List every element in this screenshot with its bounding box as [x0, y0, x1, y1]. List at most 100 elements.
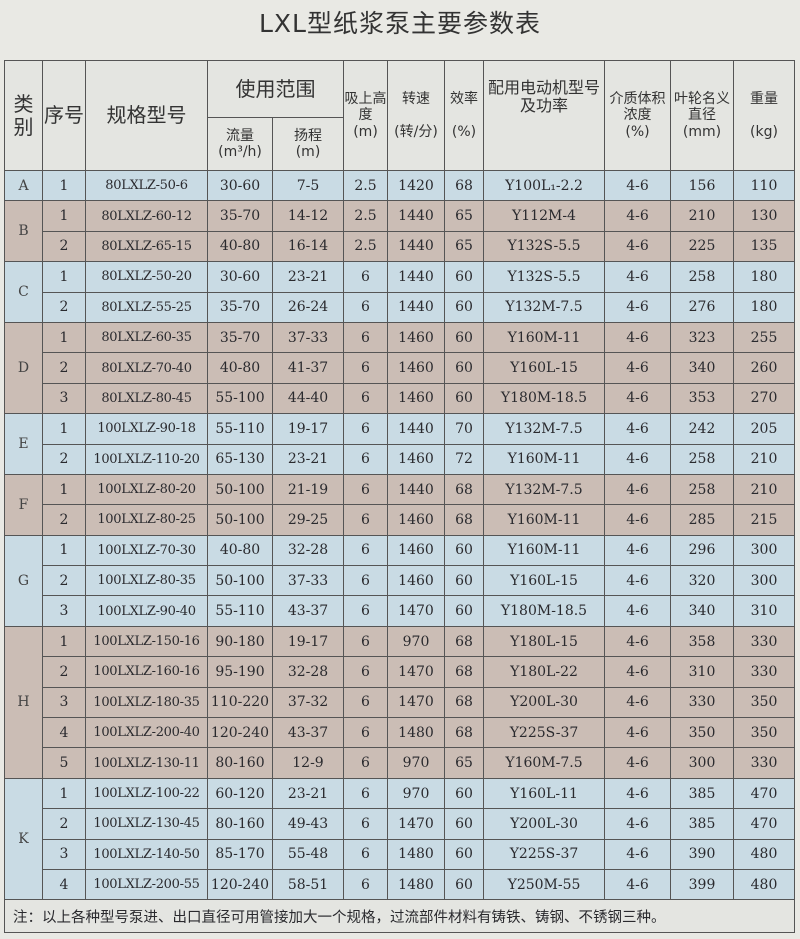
header-index: 序号 — [42, 60, 86, 171]
cell-flow: 95-190 — [207, 656, 273, 688]
cell-weight: 470 — [733, 777, 795, 810]
cell-impeller: 385 — [670, 777, 734, 810]
table-row: 2 80LXLZ-55-25 35-70 26-24 6 1440 60 Y132M-7.5 4… — [5, 291, 795, 323]
cell-suction: 6 — [343, 534, 388, 567]
cell-speed: 1460 — [387, 504, 445, 536]
cell-flow: 50-100 — [207, 473, 273, 506]
cell-index: 1 — [42, 169, 86, 202]
cell-concentration: 4-6 — [604, 565, 671, 597]
header-usage-range: 使用范围 — [207, 60, 344, 118]
cell-suction: 6 — [343, 504, 388, 536]
cell-speed: 1440 — [387, 261, 445, 293]
cell-weight: 470 — [733, 808, 795, 840]
header-weight: 重量 (kg) — [733, 60, 795, 171]
cell-flow: 55-100 — [207, 382, 273, 415]
cell-weight: 480 — [733, 868, 795, 901]
cell-concentration: 4-6 — [604, 625, 671, 658]
cell-model: 100LXLZ-90-18 — [85, 413, 208, 445]
cell-suction: 6 — [343, 868, 388, 901]
cell-weight: 300 — [733, 534, 795, 567]
cell-model: 80LXLZ-55-25 — [85, 291, 208, 323]
header-efficiency-unit: (%) — [451, 123, 477, 140]
cell-impeller: 353 — [670, 382, 734, 415]
cell-efficiency: 65 — [444, 230, 484, 263]
cell-weight: 255 — [733, 321, 795, 354]
cell-impeller: 296 — [670, 534, 734, 567]
table-row: 5 100LXLZ-130-11 80-160 12-9 6 970 65 Y160M-7.5… — [5, 747, 795, 779]
cell-weight: 260 — [733, 352, 795, 384]
cell-concentration: 4-6 — [604, 230, 671, 263]
cell-flow: 110-220 — [207, 686, 273, 719]
cell-suction: 2.5 — [343, 169, 388, 202]
cell-efficiency: 65 — [444, 200, 484, 232]
cell-flow: 55-110 — [207, 595, 273, 627]
cell-speed: 1460 — [387, 321, 445, 354]
cell-efficiency: 65 — [444, 747, 484, 779]
cell-category: B — [4, 200, 43, 263]
cell-efficiency: 60 — [444, 321, 484, 354]
cell-head: 19-17 — [272, 625, 344, 658]
cell-impeller: 225 — [670, 230, 734, 263]
cell-suction: 6 — [343, 625, 388, 658]
header-concentration-unit: (%) — [625, 123, 650, 140]
cell-suction: 6 — [343, 565, 388, 597]
cell-efficiency: 68 — [444, 717, 484, 749]
cell-model: 80LXLZ-50-20 — [85, 261, 208, 293]
cell-flow: 80-160 — [207, 747, 273, 779]
cell-head: 32-28 — [272, 534, 344, 567]
cell-flow: 40-80 — [207, 230, 273, 263]
cell-suction: 6 — [343, 838, 388, 870]
cell-index: 2 — [42, 291, 86, 323]
header-impeller: 叶轮名义直径 (mm) — [670, 60, 734, 171]
cell-impeller: 350 — [670, 717, 734, 749]
cell-motor: Y132M-7.5 — [483, 413, 605, 445]
cell-impeller: 310 — [670, 656, 734, 688]
table-row: 3 100LXLZ-180-35 110-220 37-32 6 1470 68 Y200L-… — [5, 686, 795, 719]
cell-weight: 130 — [733, 200, 795, 232]
cell-speed: 1470 — [387, 808, 445, 840]
header-head: 扬程 (m) — [272, 117, 344, 171]
cell-impeller: 258 — [670, 261, 734, 293]
table-row: H 1 100LXLZ-150-16 90-180 19-17 6 970 68 Y180L-1… — [4, 625, 795, 779]
header-weight-label: 重量 — [750, 91, 778, 108]
cell-suction: 6 — [343, 413, 388, 445]
cell-impeller: 258 — [670, 443, 734, 475]
cell-model: 80LXLZ-50-6 — [85, 169, 208, 202]
header-model: 规格型号 — [85, 60, 208, 171]
cell-concentration: 4-6 — [604, 352, 671, 384]
cell-efficiency: 60 — [444, 777, 484, 810]
cell-concentration: 4-6 — [604, 443, 671, 475]
cell-model: 80LXLZ-60-35 — [85, 321, 208, 354]
cell-head: 58-51 — [272, 868, 344, 901]
cell-index: 1 — [42, 261, 86, 293]
cell-category: C — [4, 261, 43, 323]
cell-motor: Y200L-30 — [483, 808, 605, 840]
cell-suction: 6 — [343, 473, 388, 506]
cell-flow: 40-80 — [207, 352, 273, 384]
cell-speed: 1440 — [387, 473, 445, 506]
cell-impeller: 340 — [670, 595, 734, 627]
cell-index: 1 — [42, 200, 86, 232]
cell-model: 80LXLZ-60-12 — [85, 200, 208, 232]
cell-flow: 30-60 — [207, 261, 273, 293]
cell-concentration: 4-6 — [604, 777, 671, 810]
cell-speed: 1420 — [387, 169, 445, 202]
cell-head: 29-25 — [272, 504, 344, 536]
cell-motor: Y250M-55 — [483, 868, 605, 901]
cell-concentration: 4-6 — [604, 473, 671, 506]
table-row: G 1 100LXLZ-70-30 40-80 32-28 6 1460 60 Y160M-11… — [4, 534, 795, 627]
cell-suction: 6 — [343, 686, 388, 719]
cell-concentration: 4-6 — [604, 686, 671, 719]
table-row: 3 100LXLZ-140-50 85-170 55-48 6 1480 60 Y225S-3… — [5, 838, 795, 870]
cell-model: 100LXLZ-200-40 — [85, 717, 208, 749]
cell-efficiency: 60 — [444, 838, 484, 870]
cell-weight: 330 — [733, 747, 795, 779]
cell-efficiency: 60 — [444, 808, 484, 840]
cell-index: 3 — [42, 838, 86, 870]
cell-efficiency: 60 — [444, 534, 484, 567]
cell-motor: Y132M-7.5 — [483, 473, 605, 506]
cell-suction: 6 — [343, 291, 388, 323]
table-row: 2 100LXLZ-80-25 50-100 29-25 6 1460 68 Y160M-11… — [5, 504, 795, 536]
cell-head: 16-14 — [272, 230, 344, 263]
header-suction-label: 吸上高度 — [344, 91, 387, 124]
